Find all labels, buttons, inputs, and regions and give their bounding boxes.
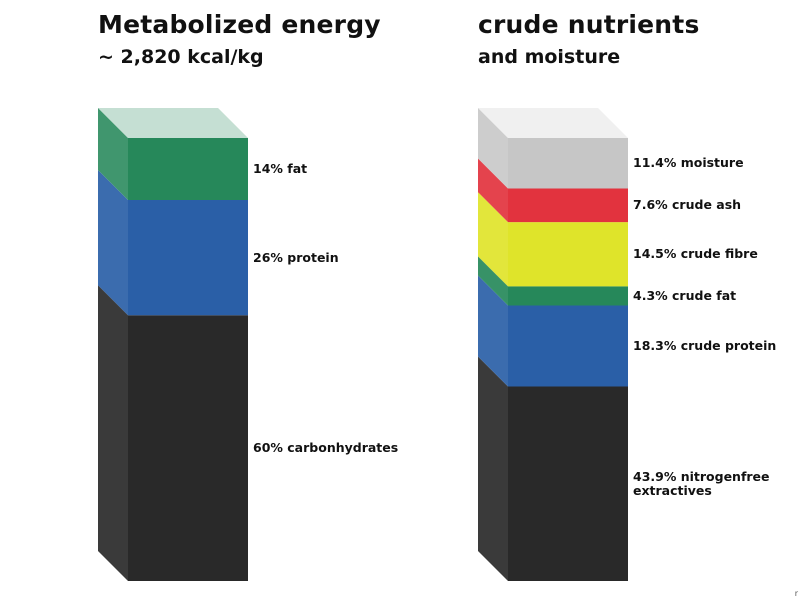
chart-title-metabolized-energy: Metabolized energy bbox=[98, 10, 381, 39]
segment-label-nitrogenfree-extractives: 43.9% nitrogenfree extractives bbox=[633, 469, 770, 498]
segment-label-fat: 14% fat bbox=[253, 161, 308, 176]
bar-side-nitrogenfree-extractives bbox=[478, 356, 508, 581]
bar-side-crude-fibre bbox=[478, 192, 508, 287]
bar-segment-nitrogenfree-extractives bbox=[508, 386, 628, 581]
chart-title-crude-nutrients: crude nutrients bbox=[478, 10, 700, 39]
bar-plane-moisture bbox=[478, 108, 628, 138]
bar-side-fat bbox=[98, 108, 128, 201]
bar-segment-fat bbox=[128, 138, 248, 201]
segment-label-crude-protein: 18.3% crude protein bbox=[633, 338, 777, 353]
segment-label-moisture: 11.4% moisture bbox=[633, 155, 744, 170]
segment-label-crude-fat: 4.3% crude fat bbox=[633, 288, 737, 303]
bar-top-cap-1 bbox=[478, 108, 628, 138]
bar-side-crude-protein bbox=[478, 275, 508, 387]
bar-plane-fat bbox=[98, 108, 248, 138]
segment-label-protein: 26% protein bbox=[253, 250, 339, 265]
bar-side-protein bbox=[98, 170, 128, 316]
segment-label-carbonhydrates: 60% carbonhydrates bbox=[253, 440, 399, 455]
chart-subtitle-moisture: and moisture bbox=[478, 46, 621, 68]
bar-segment-carbonhydrates bbox=[128, 315, 248, 581]
bar-segment-protein bbox=[128, 200, 248, 316]
bar-segment-crude-fibre bbox=[508, 222, 628, 287]
corner-mark: r bbox=[794, 589, 798, 598]
bar-side-crude-ash bbox=[478, 158, 508, 223]
bar-side-crude-fat bbox=[478, 256, 508, 306]
segment-label-crude-ash: 7.6% crude ash bbox=[633, 197, 742, 212]
bar-segment-crude-fat bbox=[508, 286, 628, 306]
bar-side-carbonhydrates bbox=[98, 285, 128, 581]
segment-label-crude-fibre: 14.5% crude fibre bbox=[633, 246, 758, 261]
chart-subtitle-kcal: ~ 2,820 kcal/kg bbox=[98, 46, 264, 68]
bar-top-cap-0 bbox=[98, 108, 248, 138]
bar-segment-crude-protein bbox=[508, 305, 628, 387]
bar-side-moisture bbox=[478, 108, 508, 189]
bar-segment-crude-ash bbox=[508, 188, 628, 223]
bar-segment-moisture bbox=[508, 138, 628, 189]
